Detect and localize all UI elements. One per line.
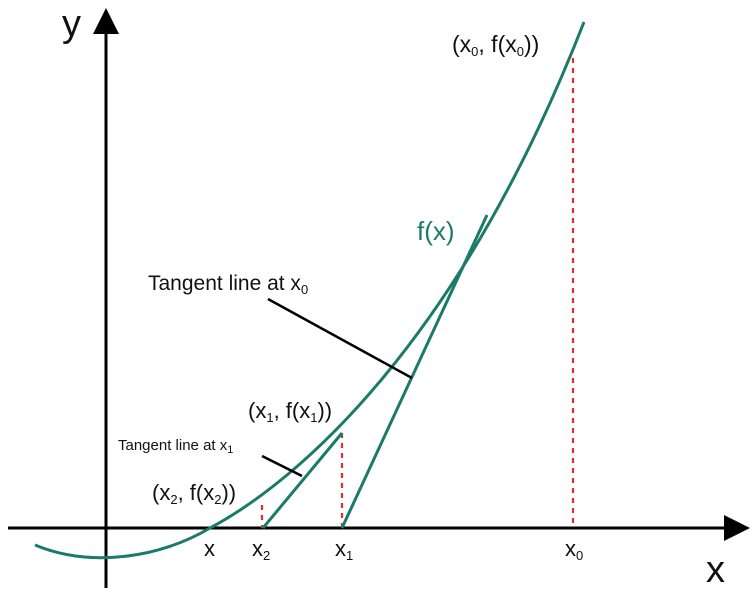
point-label-x2: (x2, f(x2)) xyxy=(152,480,236,507)
tangent-line-x1 xyxy=(261,432,344,529)
tangent-x1-pointer xyxy=(261,454,303,478)
x-axis-label: x xyxy=(706,549,725,591)
tick-label-root: x xyxy=(204,536,215,561)
tangent-x0-annotation: Tangent line at x0 xyxy=(148,272,308,297)
tangent-x1-annotation: Tangent line at x1 xyxy=(118,437,233,456)
y-axis-arrowhead xyxy=(93,8,119,34)
tangent-line-x0 xyxy=(340,214,489,529)
tick-label-x1: x1 xyxy=(335,536,353,563)
x-axis-arrowhead xyxy=(724,515,750,541)
point-label-x0: (x0, f(x0)) xyxy=(452,31,539,59)
curve-label: f(x) xyxy=(417,216,455,246)
y-axis-label: y xyxy=(62,3,81,45)
point-label-x1: (x1, f(x1)) xyxy=(248,398,332,425)
tick-label-x0: x0 xyxy=(565,536,583,563)
function-curve xyxy=(34,21,586,560)
tangent-x0-pointer xyxy=(267,297,413,380)
tick-label-x2: x2 xyxy=(252,536,270,563)
